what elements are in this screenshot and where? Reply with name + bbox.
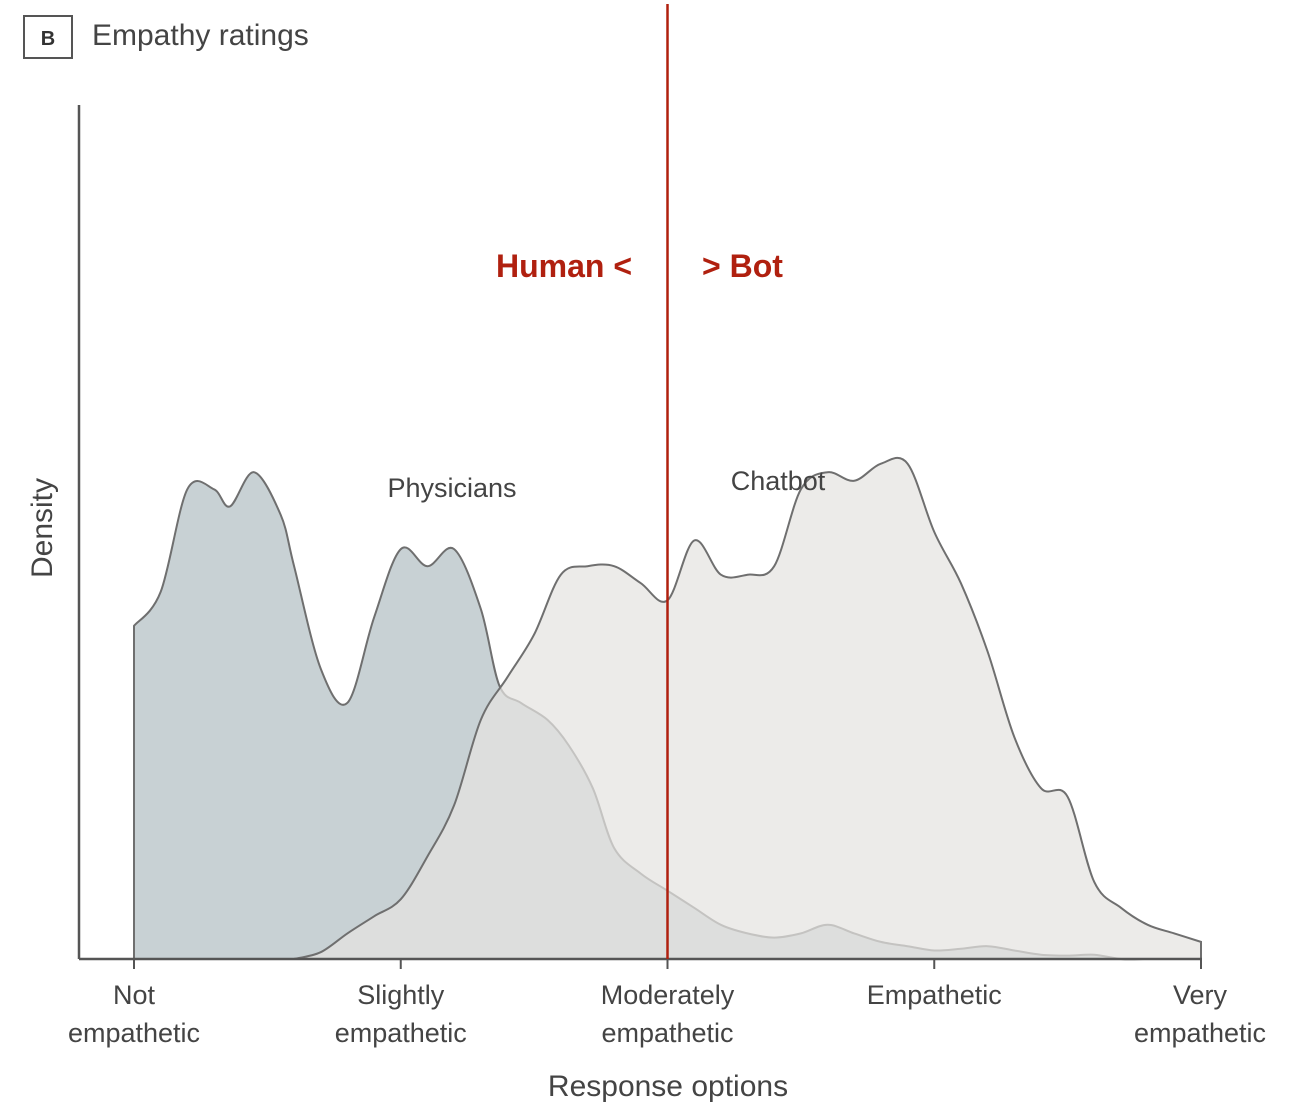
x-ticks: Not empathetic Slightly empathetic Moderatel… bbox=[68, 959, 1266, 1048]
physicians-area bbox=[134, 472, 1201, 960]
x-axis-title: Response options bbox=[548, 1070, 788, 1103]
density-areas bbox=[133, 456, 1202, 961]
human-annotation: Human < bbox=[496, 248, 632, 284]
physicians-label: Physicians bbox=[387, 473, 516, 503]
x-tick-label: Not empathetic bbox=[68, 980, 200, 1048]
panel-letter-box bbox=[23, 15, 73, 59]
y-axis-title: Density bbox=[26, 478, 59, 578]
x-tick-label: Slightly empathetic bbox=[335, 980, 467, 1048]
bot-annotation: > Bot bbox=[702, 248, 783, 284]
x-tick-label: Very empathetic bbox=[1134, 980, 1266, 1048]
x-tick-label: Moderately empathetic bbox=[601, 980, 735, 1048]
chatbot-outline bbox=[293, 456, 1202, 960]
x-tick-label: Empathetic bbox=[867, 980, 1002, 1010]
chatbot-area bbox=[294, 457, 1202, 959]
chart-title: Empathy ratings bbox=[92, 19, 309, 52]
chatbot-label: Chatbot bbox=[731, 466, 826, 496]
panel-letter: B bbox=[41, 28, 55, 50]
